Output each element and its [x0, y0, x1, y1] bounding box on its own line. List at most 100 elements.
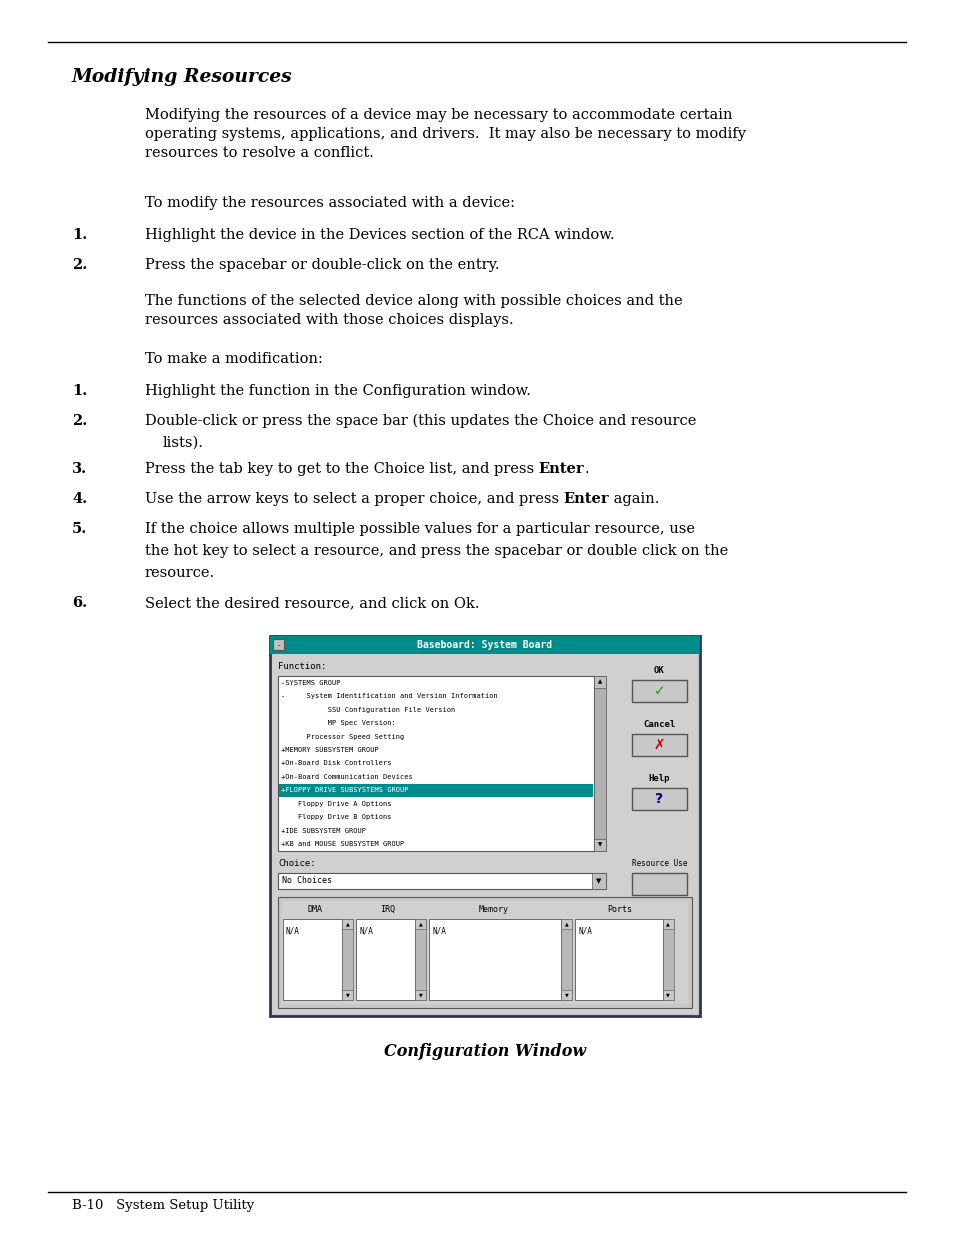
Text: 2.: 2.: [71, 258, 87, 272]
Text: Highlight the function in the Configuration window.: Highlight the function in the Configurat…: [145, 384, 530, 398]
Text: To make a modification:: To make a modification:: [145, 352, 322, 366]
Text: Double-click or press the space bar (this updates the Choice and resource: Double-click or press the space bar (thi…: [145, 414, 696, 429]
Text: ▼: ▼: [564, 993, 568, 998]
Bar: [429, 919, 560, 1000]
Text: Function:: Function:: [277, 662, 326, 671]
Text: Baseboard: System Board: Baseboard: System Board: [417, 640, 552, 650]
Text: SSU Configuration File Version: SSU Configuration File Version: [281, 706, 455, 713]
Text: Floppy Drive A Options: Floppy Drive A Options: [281, 800, 391, 806]
Text: -     System Identification and Version Information: - System Identification and Version Info…: [281, 693, 497, 699]
Bar: [560, 919, 572, 1000]
Text: ▼: ▼: [596, 878, 601, 884]
Text: Resource Use: Resource Use: [631, 858, 686, 868]
Bar: [662, 990, 673, 1000]
Bar: [560, 919, 572, 929]
Bar: [662, 919, 673, 1000]
Bar: [631, 734, 686, 756]
Bar: [282, 900, 687, 1004]
Text: No Choices: No Choices: [282, 877, 332, 885]
Text: lists).: lists).: [163, 436, 204, 450]
Text: MP Spec Version:: MP Spec Version:: [281, 720, 395, 726]
Text: -: -: [277, 642, 279, 648]
Bar: [342, 990, 353, 1000]
Text: B-10   System Setup Utility: B-10 System Setup Utility: [71, 1199, 254, 1212]
Bar: [283, 919, 342, 1000]
Text: DMA: DMA: [307, 905, 322, 914]
Text: 5.: 5.: [71, 522, 87, 536]
Text: Use the arrow keys to select a proper choice, and press: Use the arrow keys to select a proper ch…: [145, 492, 563, 506]
Text: resource.: resource.: [145, 566, 214, 580]
Text: Processor Speed Setting: Processor Speed Setting: [281, 734, 404, 740]
Bar: [277, 873, 605, 889]
Text: N/A: N/A: [286, 926, 299, 936]
Text: +MEMORY SUBSYSTEM GROUP: +MEMORY SUBSYSTEM GROUP: [281, 747, 378, 753]
Bar: [355, 919, 415, 1000]
Text: ▲: ▲: [345, 921, 349, 926]
Text: +On-Board Communication Devices: +On-Board Communication Devices: [281, 774, 413, 779]
Text: 1.: 1.: [71, 228, 87, 242]
Text: again.: again.: [609, 492, 659, 506]
Bar: [662, 919, 673, 929]
Bar: [342, 919, 353, 929]
Text: The functions of the selected device along with possible choices and the
resourc: The functions of the selected device alo…: [145, 294, 682, 327]
Text: ?: ?: [655, 792, 663, 806]
Bar: [594, 676, 605, 688]
Bar: [278, 783, 593, 797]
Bar: [631, 788, 686, 810]
Text: Modifying Resources: Modifying Resources: [71, 68, 293, 86]
Text: 4.: 4.: [71, 492, 87, 506]
Bar: [277, 897, 691, 1008]
Text: Configuration Window: Configuration Window: [383, 1044, 585, 1060]
Bar: [592, 873, 605, 889]
Text: Help: Help: [648, 774, 670, 783]
Text: To modify the resources associated with a device:: To modify the resources associated with …: [145, 196, 515, 210]
Text: ▲: ▲: [418, 921, 422, 926]
Text: .: .: [584, 462, 588, 475]
Text: +FLOPPY DRIVE SUBSYSTEMS GROUP: +FLOPPY DRIVE SUBSYSTEMS GROUP: [281, 787, 408, 793]
Bar: [594, 839, 605, 851]
Text: ▼: ▼: [345, 993, 349, 998]
Text: Choice:: Choice:: [277, 858, 315, 868]
Text: +KB and MOUSE SUBSYSTEM GROUP: +KB and MOUSE SUBSYSTEM GROUP: [281, 841, 404, 847]
Text: ▼: ▼: [598, 842, 601, 847]
Text: Ports: Ports: [607, 905, 632, 914]
Bar: [415, 990, 426, 1000]
Text: 1.: 1.: [71, 384, 87, 398]
Text: Floppy Drive B Options: Floppy Drive B Options: [281, 814, 391, 820]
Text: ▼: ▼: [418, 993, 422, 998]
Text: N/A: N/A: [578, 926, 592, 936]
Text: the hot key to select a resource, and press the spacebar or double click on the: the hot key to select a resource, and pr…: [145, 543, 727, 558]
Text: ▼: ▼: [666, 993, 670, 998]
Bar: [560, 990, 572, 1000]
Bar: [272, 655, 698, 1014]
Text: Select the desired resource, and click on Ok.: Select the desired resource, and click o…: [145, 597, 479, 610]
Text: Cancel: Cancel: [642, 720, 675, 729]
Text: ▲: ▲: [598, 679, 601, 684]
Text: +IDE SUBSYSTEM GROUP: +IDE SUBSYSTEM GROUP: [281, 827, 366, 834]
Bar: [631, 680, 686, 701]
Text: IRQ: IRQ: [380, 905, 395, 914]
Text: +On-Board Disk Controllers: +On-Board Disk Controllers: [281, 761, 391, 767]
Bar: [270, 636, 700, 1016]
Text: 2.: 2.: [71, 414, 87, 429]
Bar: [270, 636, 700, 655]
Text: N/A: N/A: [432, 926, 446, 936]
Text: ▲: ▲: [666, 921, 670, 926]
Bar: [415, 919, 426, 929]
Text: ▲: ▲: [564, 921, 568, 926]
Text: Press the tab key to get to the Choice list, and press: Press the tab key to get to the Choice l…: [145, 462, 538, 475]
Bar: [273, 638, 284, 650]
Text: Modifying the resources of a device may be necessary to accommodate certain
oper: Modifying the resources of a device may …: [145, 107, 745, 159]
Text: Enter: Enter: [563, 492, 609, 506]
Bar: [575, 919, 662, 1000]
Text: ✓: ✓: [653, 684, 664, 698]
Text: Memory: Memory: [478, 905, 508, 914]
Bar: [594, 676, 605, 851]
Text: 3.: 3.: [71, 462, 87, 475]
Text: If the choice allows multiple possible values for a particular resource, use: If the choice allows multiple possible v…: [145, 522, 695, 536]
Text: Highlight the device in the Devices section of the RCA window.: Highlight the device in the Devices sect…: [145, 228, 614, 242]
Bar: [415, 919, 426, 1000]
Bar: [342, 919, 353, 1000]
Text: 6.: 6.: [71, 597, 87, 610]
Text: OK: OK: [654, 666, 664, 676]
